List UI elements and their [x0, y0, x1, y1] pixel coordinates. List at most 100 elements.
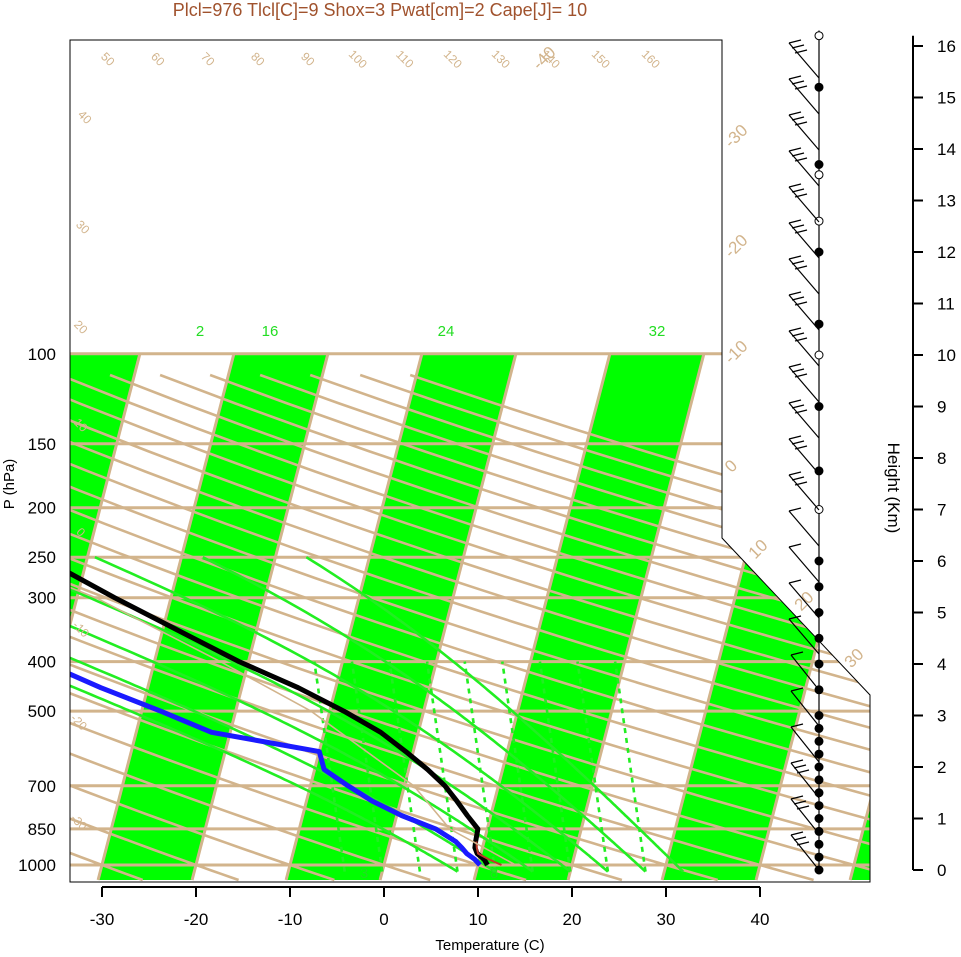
dewpoint-profile — [70, 353, 482, 867]
wind-barb — [790, 798, 820, 835]
isotherm-label: -30 — [721, 121, 752, 152]
height-tick-label: 7 — [937, 501, 946, 520]
wind-barb-feather — [788, 507, 802, 512]
wind-barb-feather — [791, 44, 805, 49]
moist-adiabat-line — [305, 556, 685, 873]
theta-label: 80 — [248, 49, 268, 69]
wind-barb-feather — [788, 615, 802, 620]
height-tick-label: 9 — [937, 398, 946, 417]
height-tick-label: 3 — [937, 707, 946, 726]
dry-adiabat-line — [70, 373, 870, 882]
wind-barb — [788, 546, 820, 583]
pressure-axis: 100 150 200 250 300 400 500 700 850 1000 — [18, 40, 71, 882]
wind-barb-feather — [794, 229, 808, 234]
isotherm-line — [190, 353, 330, 881]
left-edge-label: 30 — [73, 217, 93, 237]
plot-area — [0, 352, 870, 882]
wind-barb — [788, 330, 820, 367]
wind-barb-feather — [794, 193, 808, 198]
parcel-trace — [475, 841, 502, 866]
y-axis-title: P (hPa) — [1, 459, 18, 510]
temperature-tick-label: 0 — [379, 910, 388, 929]
dry-adiabat-line — [70, 373, 335, 882]
pressure-tick-label: 500 — [28, 702, 56, 721]
wind-barb — [788, 510, 820, 547]
pressure-tick-label: 850 — [28, 820, 56, 839]
isotherm-line — [472, 353, 612, 881]
wind-barb-feather — [790, 723, 804, 728]
theta-label: 50 — [98, 49, 118, 69]
moist-adiabat-line — [202, 556, 647, 873]
wind-barb-feather — [788, 327, 802, 332]
height-marker — [814, 160, 824, 169]
dry-adiabat-line — [109, 373, 870, 882]
wind-barb-feather — [790, 795, 804, 800]
dry-adiabat-line — [70, 373, 870, 882]
height-marker — [814, 788, 824, 798]
theta-label: 160 — [639, 47, 663, 71]
pressure-tick-label: 400 — [28, 653, 56, 672]
moist-adiabats — [70, 556, 685, 873]
temperature-band — [70, 353, 140, 880]
isotherm-line — [70, 353, 142, 881]
theta-label: 90 — [298, 49, 318, 69]
wind-barb-feather — [794, 301, 808, 306]
temperature-tick-label: 30 — [657, 910, 676, 929]
moist-adiabat-line — [70, 556, 496, 873]
wind-barb-feather — [791, 332, 805, 337]
left-edge-label: 20 — [71, 317, 91, 337]
wind-barb-feather — [791, 188, 805, 193]
wind-barb-feather — [788, 39, 802, 44]
height-tick-label: 6 — [937, 552, 946, 571]
wind-barb-feather — [794, 481, 808, 486]
wind-barb-feather — [794, 85, 808, 90]
wind-barb-feather — [793, 836, 807, 841]
isotherm-line — [0, 354, 46, 880]
height-tick-label: 16 — [937, 37, 956, 56]
wind-barb-feather — [788, 219, 802, 224]
moist-adiabat-line — [70, 556, 459, 873]
height-marker — [814, 170, 824, 180]
wind-barb — [788, 582, 820, 619]
temperature-tick-label: 10 — [469, 910, 488, 929]
temperature-tick-label: -10 — [278, 910, 303, 929]
wind-barb — [790, 726, 820, 763]
height-marker — [814, 736, 824, 746]
mixing-ratio-label: 32 — [649, 323, 666, 340]
wind-barb-feather — [790, 831, 804, 836]
mixing-ratio-label: 3 — [360, 865, 368, 882]
temperature-tick-label: -20 — [184, 910, 209, 929]
wind-barb-feather — [788, 399, 802, 404]
theta-label: 60 — [148, 49, 168, 69]
wind-barb-feather — [791, 368, 805, 373]
chart-title: Plcl=976 Tlcl[C]=9 Shox=3 Pwat[cm]=2 Cap… — [173, 0, 587, 20]
isotherm-label: 0 — [721, 456, 741, 476]
wind-barb — [788, 78, 820, 115]
pressure-tick-label: 700 — [28, 777, 56, 796]
temperature-tick-label: 20 — [563, 910, 582, 929]
isotherm-label: -20 — [721, 231, 752, 262]
dry-adiabat-line — [70, 373, 870, 882]
wind-profile — [788, 30, 824, 875]
wind-barb-feather — [794, 445, 808, 450]
wind-barb — [788, 402, 820, 439]
height-marker — [814, 402, 824, 411]
height-marker — [814, 723, 824, 733]
wind-barb-feather — [791, 80, 805, 85]
wind-barb-feather — [791, 260, 805, 265]
height-tick-label: 10 — [937, 346, 956, 365]
wind-barb — [788, 114, 820, 151]
wind-barb-feather — [790, 651, 804, 656]
dry-adiabat-line — [70, 373, 814, 882]
temperature-tick-label: 40 — [751, 910, 770, 929]
wind-barb-feather — [793, 764, 807, 769]
wind-barb — [788, 618, 820, 655]
wind-barb-feather — [788, 111, 802, 116]
theta-label: 130 — [489, 47, 513, 71]
height-tick-label: 15 — [937, 89, 956, 108]
height-tick-label: 14 — [937, 140, 956, 159]
wind-barb-feather — [794, 265, 808, 270]
wind-barb — [788, 150, 820, 187]
